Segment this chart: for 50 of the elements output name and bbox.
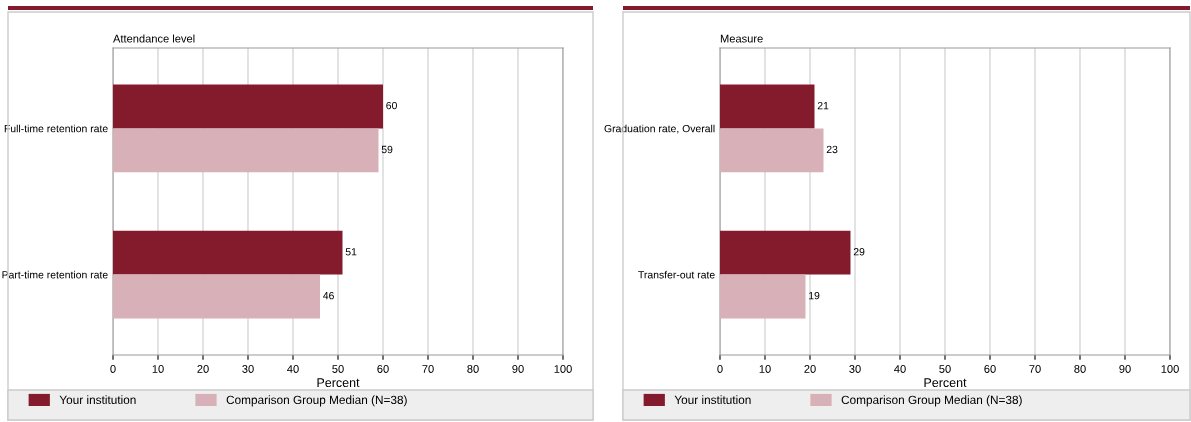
- chart-title: Attendance level: [113, 34, 195, 43]
- x-tick-label: 70: [1029, 365, 1041, 373]
- y-tick-label: Graduation rate, Overall: [604, 124, 715, 134]
- x-tick-label: 30: [242, 365, 254, 373]
- x-tick-label: 50: [332, 365, 344, 373]
- x-tick-label: 60: [377, 365, 389, 373]
- x-tick-label: 50: [939, 365, 951, 373]
- x-axis-title: Percent: [317, 378, 360, 388]
- x-tick-label: 100: [554, 365, 572, 373]
- x-tick-label: 80: [467, 365, 479, 373]
- data-label: 51: [345, 248, 357, 256]
- bar: [720, 274, 806, 319]
- x-tick-label: 20: [197, 365, 209, 373]
- data-label: 29: [853, 248, 865, 256]
- data-label: 60: [386, 101, 397, 110]
- x-tick-label: 0: [717, 365, 723, 373]
- legend-label: Comparison Group Median (N=38): [841, 395, 1022, 407]
- data-label: 21: [817, 101, 829, 110]
- x-tick-label: 10: [152, 365, 164, 373]
- data-label: 19: [809, 291, 820, 300]
- data-label: 23: [826, 145, 838, 154]
- x-tick-label: 90: [1119, 365, 1131, 373]
- x-tick-label: 70: [422, 365, 434, 373]
- x-tick-label: 100: [1161, 365, 1179, 373]
- x-tick-label: 0: [110, 365, 116, 373]
- x-tick-label: 30: [849, 365, 861, 373]
- x-tick-label: 40: [287, 365, 299, 373]
- bar: [720, 128, 824, 173]
- y-tick-label: Full-time retention rate: [4, 124, 108, 133]
- bar: [113, 128, 379, 173]
- x-tick-label: 20: [804, 365, 816, 373]
- bar: [113, 84, 383, 129]
- x-tick-label: 90: [512, 365, 524, 373]
- bar: [113, 230, 343, 275]
- data-label: 59: [381, 145, 393, 154]
- y-tick-label: Part-time retention rate: [2, 270, 108, 279]
- x-tick-label: 60: [984, 365, 996, 373]
- x-axis-title: Percent: [924, 378, 967, 388]
- x-tick-label: 40: [894, 365, 906, 373]
- legend-label: Comparison Group Median (N=38): [226, 395, 407, 407]
- legend-label: Your institution: [59, 395, 136, 405]
- bar: [720, 84, 815, 129]
- legend-label: Your institution: [674, 395, 751, 405]
- x-tick-label: 10: [759, 365, 771, 373]
- chart-title: Measure: [720, 34, 763, 43]
- data-label: 46: [323, 291, 334, 300]
- bar: [720, 230, 851, 275]
- x-tick-label: 80: [1074, 365, 1086, 373]
- bar: [113, 274, 320, 319]
- y-tick-label: Transfer-out rate: [638, 270, 715, 279]
